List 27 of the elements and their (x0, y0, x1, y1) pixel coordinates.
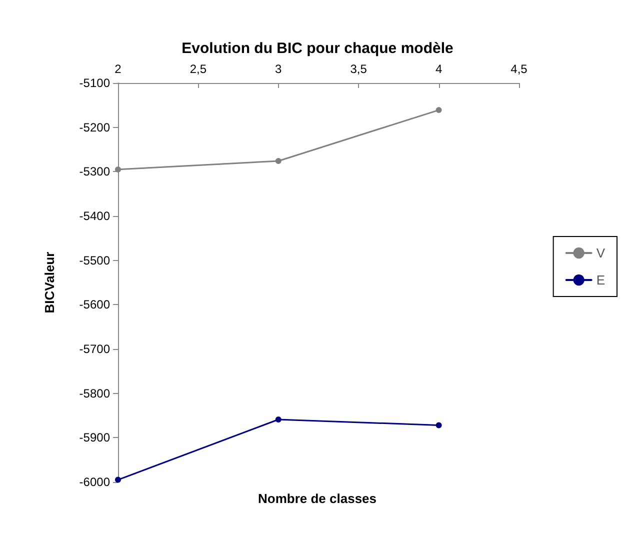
x-tick-label: 3 (275, 62, 282, 76)
x-tick-label: 3,5 (350, 62, 368, 76)
y-tick-label: -5400 (79, 209, 110, 223)
legend-label: V (596, 246, 606, 260)
y-axis-title: BICValeur (42, 252, 57, 314)
point (115, 166, 121, 172)
y-tick-label: -5300 (79, 164, 110, 179)
point (275, 158, 282, 164)
y-tick-label: -5100 (79, 76, 110, 90)
x-tick-label: 2,5 (190, 62, 207, 76)
point (436, 107, 442, 114)
y-tick-label: -5700 (79, 342, 110, 356)
point (275, 416, 282, 422)
x-tick-label: 2 (114, 62, 122, 76)
y-tick-label: -5500 (79, 253, 110, 268)
y-tick-label: -5200 (79, 120, 110, 134)
chart-title: Evolution du BIC pour chaque modèle (182, 40, 454, 57)
legend-label: E (596, 272, 606, 288)
x-axis-title: Nombre de classes (258, 491, 377, 506)
x-tick-label: 4,5 (510, 62, 528, 76)
y-tick-label: -5600 (79, 298, 110, 312)
y-tick-label: -5900 (79, 430, 110, 445)
y-tick-label: -5800 (79, 386, 110, 400)
x-tick-label: 4 (435, 62, 442, 76)
y-tick-label: -6000 (79, 475, 110, 489)
point (115, 476, 121, 483)
point (436, 422, 442, 428)
